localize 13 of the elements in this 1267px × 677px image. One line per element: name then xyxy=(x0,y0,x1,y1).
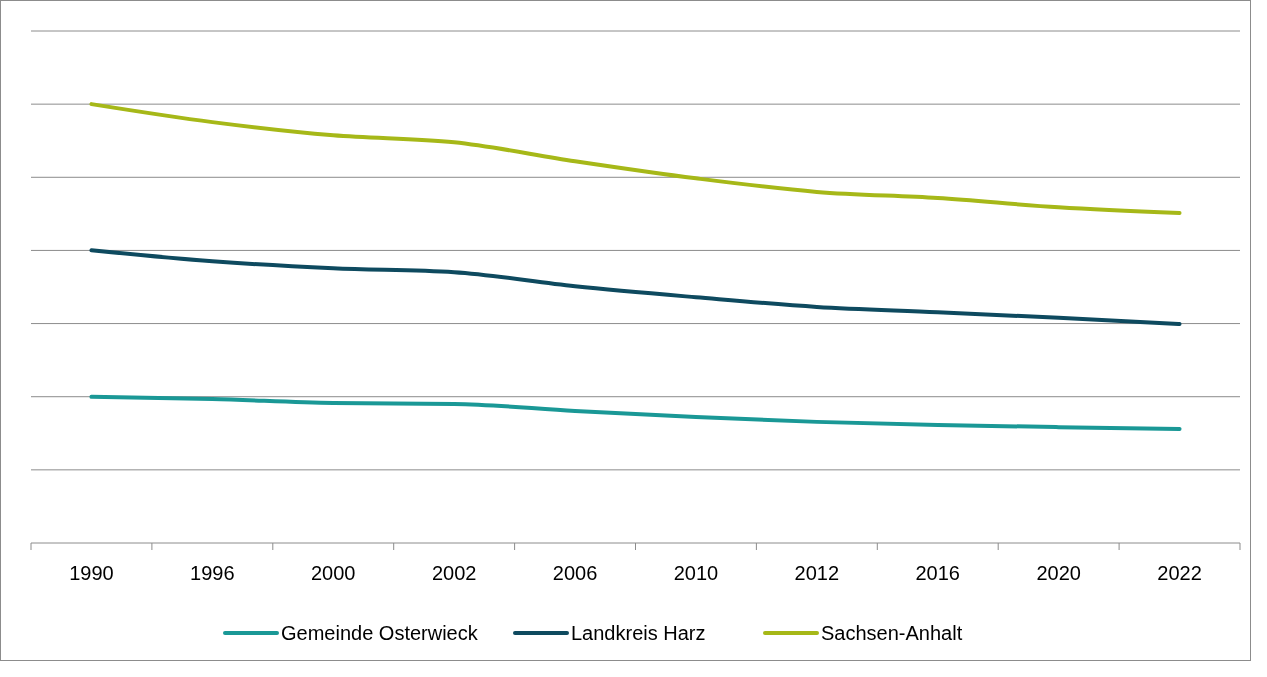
x-tick-label: 2006 xyxy=(552,562,598,584)
x-tick-label: 1996 xyxy=(190,562,235,584)
legend-label: Sachsen-Anhalt xyxy=(821,622,963,644)
legend-label: Landkreis Harz xyxy=(571,622,706,644)
x-tick-label: 2000 xyxy=(311,562,356,584)
x-tick-label: 2022 xyxy=(1157,562,1202,584)
legend-label: Gemeinde Osterwieck xyxy=(281,622,479,644)
x-tick-label: 2012 xyxy=(794,562,840,584)
x-tick-label: 1990 xyxy=(69,562,114,584)
x-tick-label: 2020 xyxy=(1036,562,1081,584)
x-tick-label: 2016 xyxy=(915,562,960,584)
x-tick-label: 2010 xyxy=(673,562,719,584)
x-tick-label: 2002 xyxy=(431,562,477,584)
